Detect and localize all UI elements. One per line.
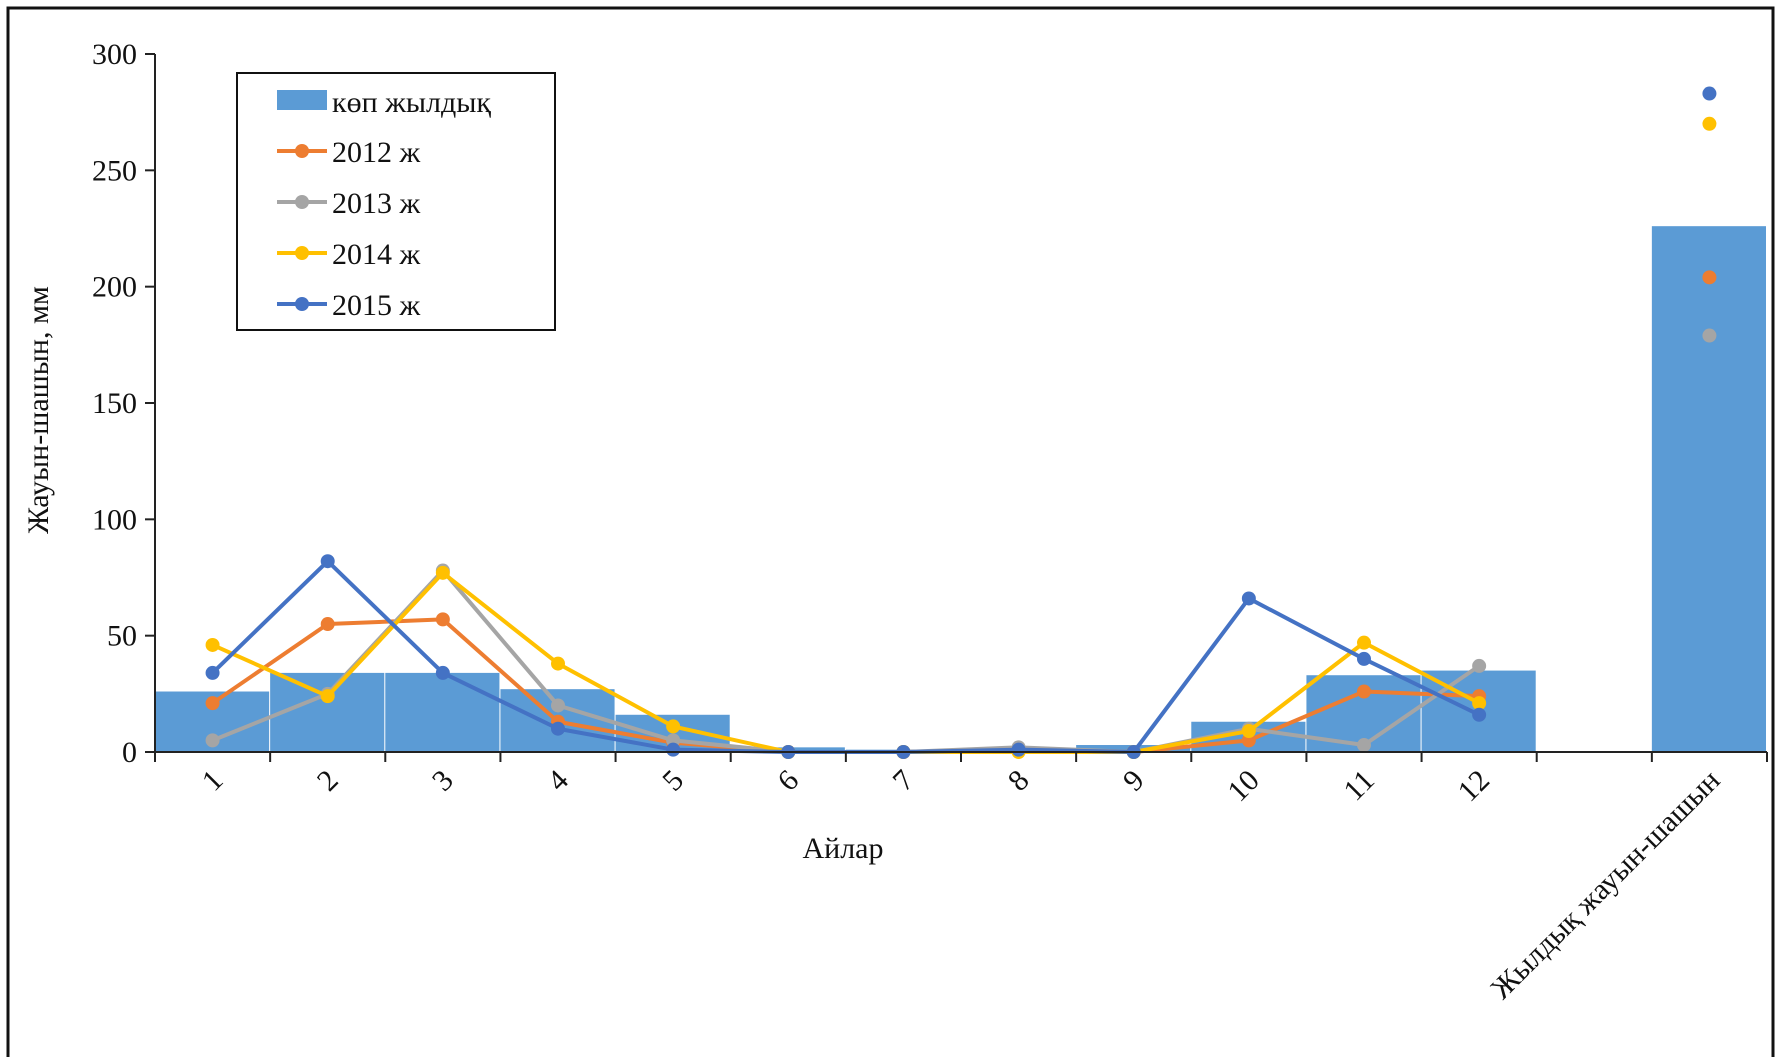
- legend: көп жылдық 2012 ж 2013 ж 2014 ж 2015 ж: [236, 72, 556, 331]
- series-point-2013 ж: [551, 698, 565, 713]
- series-point-2014 ж: [666, 719, 681, 734]
- series-point-2015 ж: [320, 554, 335, 569]
- series-point-2014 ж: [1241, 724, 1256, 739]
- y-tick-label: 0: [122, 736, 137, 769]
- series-point-2013 ж: [1357, 738, 1371, 753]
- legend-label: көп жылдық: [332, 86, 491, 119]
- series-point-2014 ж: [435, 565, 450, 580]
- legend-swatch-marker: [295, 195, 309, 209]
- legend-swatch-bar: [277, 90, 327, 110]
- series-point-2015 ж: [551, 721, 565, 736]
- series-point-2015 ж: [1357, 651, 1371, 666]
- annual-point-2014 ж: [1702, 116, 1717, 131]
- legend-label: 2015 ж: [332, 289, 421, 322]
- y-tick-label: 200: [92, 271, 137, 304]
- legend-label: 2014 ж: [332, 238, 421, 271]
- annual-point-2012 ж: [1702, 270, 1717, 285]
- y-tick-label: 250: [92, 154, 137, 187]
- legend-label: 2013 ж: [332, 187, 421, 220]
- series-point-2015 ж: [1241, 591, 1256, 606]
- bar-3: [385, 672, 500, 752]
- series-point-2013 ж: [205, 733, 220, 748]
- series-point-2014 ж: [1357, 635, 1371, 650]
- legend-items: көп жылдық 2012 ж 2013 ж 2014 ж 2015 ж: [277, 86, 491, 322]
- series-point-2014 ж: [551, 656, 565, 671]
- annual-point-2015 ж: [1702, 86, 1717, 101]
- series-point-2014 ж: [1472, 696, 1487, 711]
- series-point-2015 ж: [666, 742, 681, 757]
- y-tick-label: 300: [92, 38, 137, 71]
- legend-swatch-marker: [295, 246, 309, 260]
- series-point-2012 ж: [320, 617, 335, 632]
- y-tick-label: 50: [107, 620, 137, 653]
- y-tick-label: 100: [92, 503, 137, 536]
- series-point-2012 ж: [1357, 684, 1371, 699]
- series-point-2012 ж: [205, 696, 220, 711]
- legend-label: 2012 ж: [332, 136, 421, 169]
- bar-Жылдық жауын-шашын: [1651, 226, 1766, 752]
- series-point-2014 ж: [205, 637, 220, 652]
- legend-swatch-marker: [295, 297, 309, 311]
- series-point-2014 ж: [320, 689, 335, 704]
- x-axis-title: Айлар: [802, 832, 883, 865]
- series-point-2015 ж: [205, 665, 220, 680]
- series-point-2015 ж: [1011, 742, 1026, 757]
- y-tick-label: 150: [92, 387, 137, 420]
- annual-point-2013 ж: [1702, 328, 1717, 343]
- series-point-2015 ж: [435, 665, 450, 680]
- series-point-2015 ж: [1472, 707, 1487, 722]
- series-point-2013 ж: [1472, 658, 1487, 673]
- y-axis-title: Жауын-шашын, мм: [22, 286, 55, 534]
- series-point-2012 ж: [435, 612, 450, 627]
- bar-2: [270, 672, 385, 752]
- legend-swatch-marker: [295, 144, 309, 158]
